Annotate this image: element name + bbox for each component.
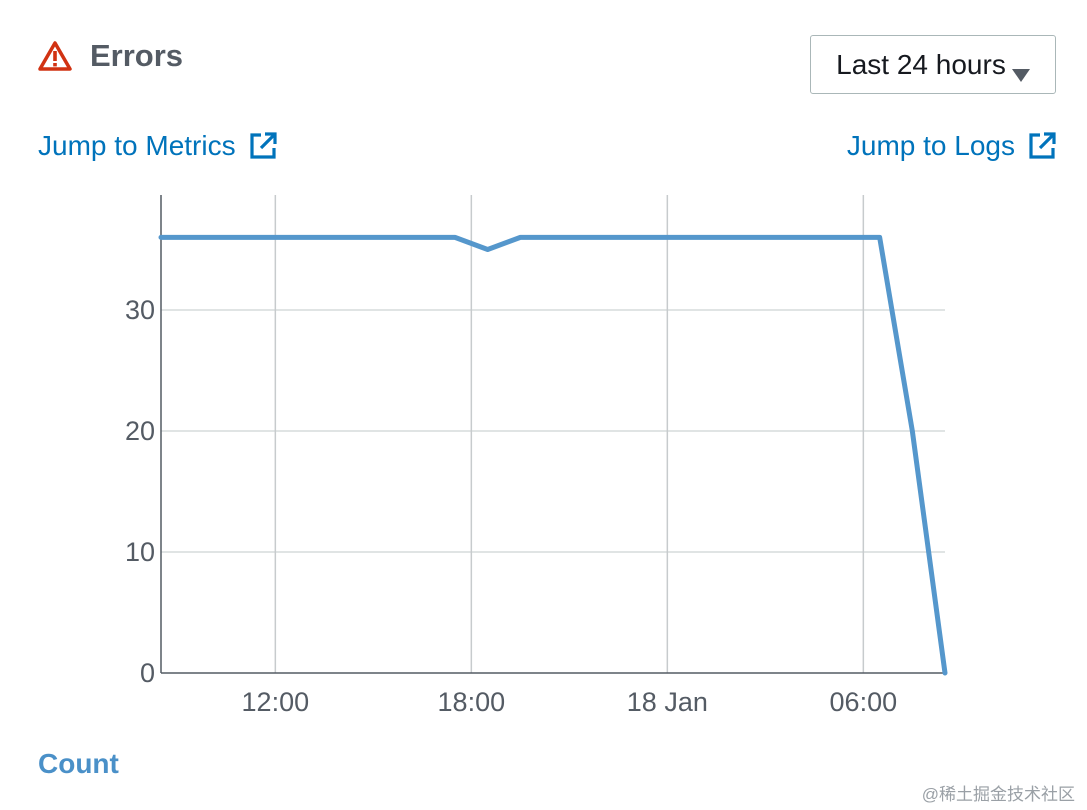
jump-to-metrics-label: Jump to Metrics	[38, 130, 236, 161]
x-tick-label: 06:00	[830, 687, 898, 717]
jump-to-metrics-link[interactable]: Jump to Metrics	[38, 126, 278, 166]
external-link-icon	[1027, 131, 1057, 161]
y-tick-label: 20	[125, 416, 155, 446]
series-line-count	[158, 234, 948, 676]
x-tick-label: 18 Jan	[627, 687, 708, 717]
watermark-text: @稀土掘金技术社区	[921, 785, 1075, 804]
chart-svg: 0 10 20 30 12:00 18:00 18 Jan 06:00	[125, 195, 948, 717]
warning-icon	[38, 41, 72, 71]
widget-header: Errors	[38, 34, 183, 78]
time-range-dropdown[interactable]: Last 24 hours	[810, 35, 1056, 94]
external-link-icon	[248, 131, 278, 161]
y-tick-label: 30	[125, 295, 155, 325]
y-tick-label: 0	[140, 658, 155, 688]
errors-chart: 0 10 20 30 12:00 18:00 18 Jan 06:00	[0, 190, 1087, 730]
x-tick-label: 12:00	[242, 687, 310, 717]
jump-to-logs-link[interactable]: Jump to Logs	[847, 126, 1057, 166]
jump-to-logs-label: Jump to Logs	[846, 130, 1015, 161]
y-tick-label: 10	[125, 537, 155, 567]
time-range-value: Last 24 hours	[836, 48, 1006, 80]
widget-title: Errors	[90, 38, 184, 73]
legend-count-label: Count	[38, 748, 119, 779]
x-tick-label: 18:00	[438, 687, 506, 717]
caret-down-icon	[1011, 58, 1030, 82]
